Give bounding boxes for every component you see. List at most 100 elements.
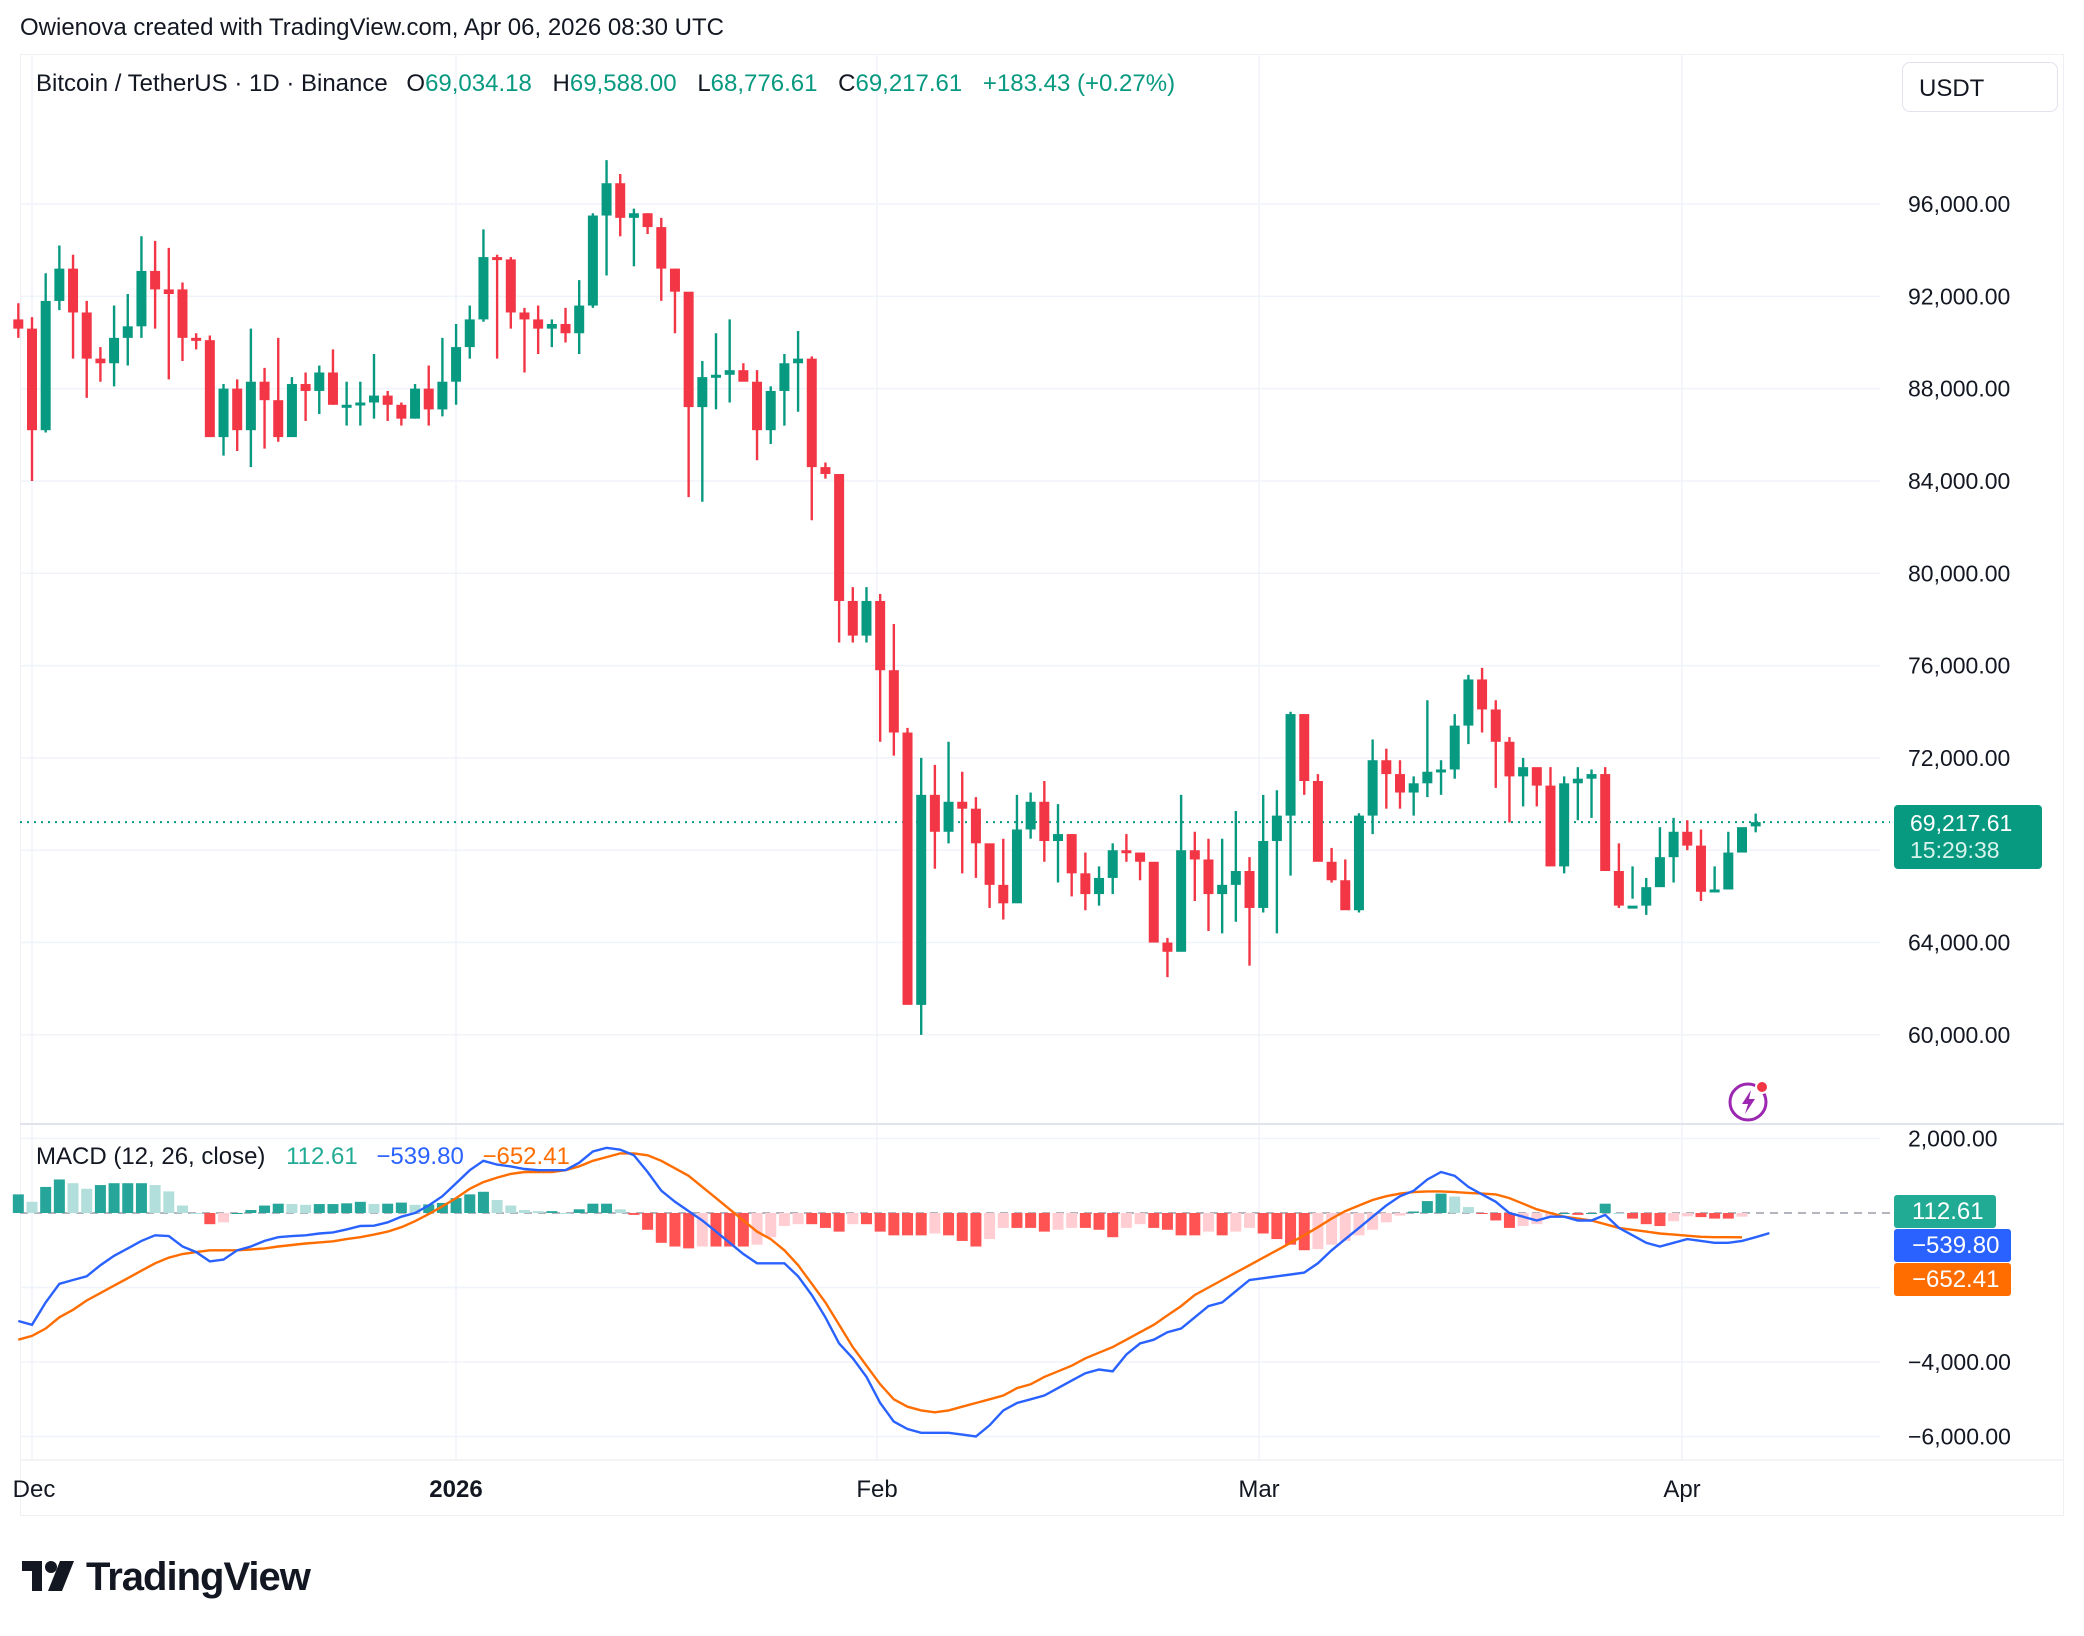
candle-body bbox=[191, 337, 202, 341]
macd-histogram-bar bbox=[1353, 1213, 1365, 1236]
macd-histogram-bar bbox=[1298, 1213, 1310, 1251]
macd-histogram-bar bbox=[67, 1183, 79, 1213]
macd-histogram-bar bbox=[1271, 1213, 1283, 1240]
macd-histogram-bar bbox=[1011, 1213, 1023, 1228]
candle-body bbox=[382, 395, 393, 405]
candle-body bbox=[1285, 714, 1296, 816]
candle-body bbox=[437, 381, 448, 410]
candle-body bbox=[1340, 880, 1351, 911]
low-label: L bbox=[697, 70, 711, 97]
candle-body bbox=[1230, 871, 1241, 885]
candle-body bbox=[1258, 841, 1269, 908]
macd-histogram-bar bbox=[1490, 1213, 1502, 1221]
macd-histogram-bar bbox=[1558, 1213, 1570, 1214]
macd-axis-label: 2,000.00 bbox=[1908, 1126, 1998, 1152]
macd-histogram-bar bbox=[423, 1204, 435, 1213]
macd-histogram-bar bbox=[190, 1213, 202, 1214]
lightning-alert-icon[interactable] bbox=[1728, 1078, 1772, 1122]
candle-body bbox=[1559, 783, 1570, 867]
macd-histogram-bar bbox=[628, 1213, 640, 1215]
candle-body bbox=[81, 312, 92, 359]
candle-body bbox=[1271, 815, 1282, 842]
high-value: 69,588.00 bbox=[569, 70, 677, 97]
y-axis-label: 80,000.00 bbox=[1908, 560, 2010, 586]
candle-body bbox=[957, 801, 968, 809]
candle-body bbox=[478, 257, 489, 320]
candle-body bbox=[711, 374, 721, 378]
x-label-dec: Dec bbox=[12, 1476, 56, 1503]
macd-axis-label: −6,000.00 bbox=[1908, 1424, 2011, 1450]
macd-histogram-bar bbox=[1134, 1213, 1146, 1225]
candle-body bbox=[793, 358, 804, 364]
macd-histogram-bar bbox=[1640, 1213, 1652, 1225]
y-axis-label: 92,000.00 bbox=[1908, 283, 2010, 309]
candle-body bbox=[998, 884, 1009, 904]
candle-body bbox=[765, 390, 776, 431]
macd-histogram-bar bbox=[601, 1203, 613, 1213]
candle-body bbox=[1422, 771, 1433, 784]
macd-histogram-bar bbox=[1394, 1213, 1406, 1216]
candle-body bbox=[423, 388, 434, 410]
candle-body bbox=[533, 319, 544, 329]
macd-histogram-bar bbox=[341, 1203, 353, 1213]
candle-body bbox=[669, 268, 680, 292]
candle-body bbox=[204, 340, 215, 438]
candle-body bbox=[1121, 850, 1132, 854]
macd-histogram-bar bbox=[1531, 1213, 1543, 1225]
candle-body bbox=[1299, 714, 1310, 781]
macd-histogram-bar bbox=[1408, 1211, 1420, 1213]
close-value: 69,217.61 bbox=[855, 70, 963, 97]
macd-histogram-bar bbox=[997, 1213, 1009, 1228]
macd-histogram-bar bbox=[1025, 1213, 1037, 1228]
symbol-legend: Bitcoin / TetherUS · 1D · Binance O69,03… bbox=[36, 70, 1189, 98]
macd-line-value: −539.80 bbox=[376, 1143, 464, 1170]
candle-body bbox=[970, 808, 981, 844]
macd-histogram-bar bbox=[669, 1213, 681, 1247]
macd-histogram-bar bbox=[204, 1213, 216, 1225]
candle-body bbox=[888, 670, 899, 733]
candle-body bbox=[1039, 801, 1050, 842]
macd-histogram-bar bbox=[1175, 1213, 1187, 1236]
chart-caption: Owienova created with TradingView.com, A… bbox=[20, 14, 724, 41]
candle-body bbox=[1162, 942, 1173, 952]
tradingview-logo[interactable]: TradingView bbox=[22, 1554, 311, 1600]
macd-histogram-bar bbox=[778, 1213, 790, 1227]
macd-histogram-bar bbox=[81, 1188, 93, 1213]
macd-histogram-bar bbox=[888, 1213, 900, 1236]
candle-body bbox=[615, 183, 626, 218]
candle-body bbox=[218, 388, 229, 438]
x-label-2026: 2026 bbox=[429, 1476, 483, 1503]
macd-histogram-bar bbox=[1586, 1213, 1598, 1214]
macd-line-tag: −539.80 bbox=[1894, 1229, 2012, 1262]
macd-histogram-bar bbox=[518, 1210, 530, 1213]
macd-histogram-bar bbox=[1380, 1213, 1392, 1223]
candle-body bbox=[1586, 774, 1597, 779]
candle-body bbox=[779, 363, 790, 391]
macd-histogram-bar bbox=[1695, 1213, 1707, 1218]
macd-histogram-bar bbox=[1285, 1213, 1297, 1245]
change-value: +183.43 (+0.27%) bbox=[982, 70, 1176, 97]
candle-body bbox=[1353, 815, 1364, 911]
macd-histogram-bar bbox=[477, 1191, 489, 1213]
macd-histogram-bar bbox=[1202, 1213, 1214, 1232]
macd-axis-label: −4,000.00 bbox=[1908, 1349, 2011, 1375]
candle-body bbox=[1613, 871, 1624, 906]
currency-button[interactable]: USDT bbox=[1902, 62, 2058, 112]
macd-legend: MACD (12, 26, close) 112.61 −539.80 −652… bbox=[36, 1143, 570, 1171]
candle-body bbox=[136, 270, 147, 327]
candle-body bbox=[1312, 781, 1323, 862]
candle-body bbox=[122, 326, 133, 338]
candle-body bbox=[1654, 857, 1665, 888]
low-value: 68,776.61 bbox=[710, 70, 818, 97]
macd-histogram-bar bbox=[710, 1213, 722, 1247]
macd-histogram-tag: 112.61 bbox=[1894, 1195, 1996, 1228]
macd-title: MACD (12, 26, close) bbox=[36, 1143, 266, 1170]
candle-body bbox=[1135, 852, 1146, 862]
macd-histogram-bar bbox=[1503, 1213, 1515, 1228]
candle-body bbox=[1381, 760, 1392, 775]
macd-histogram-bar bbox=[1052, 1213, 1064, 1230]
candle-body bbox=[505, 259, 516, 313]
macd-histogram-bar bbox=[1613, 1213, 1625, 1214]
macd-histogram-bar bbox=[806, 1213, 818, 1225]
